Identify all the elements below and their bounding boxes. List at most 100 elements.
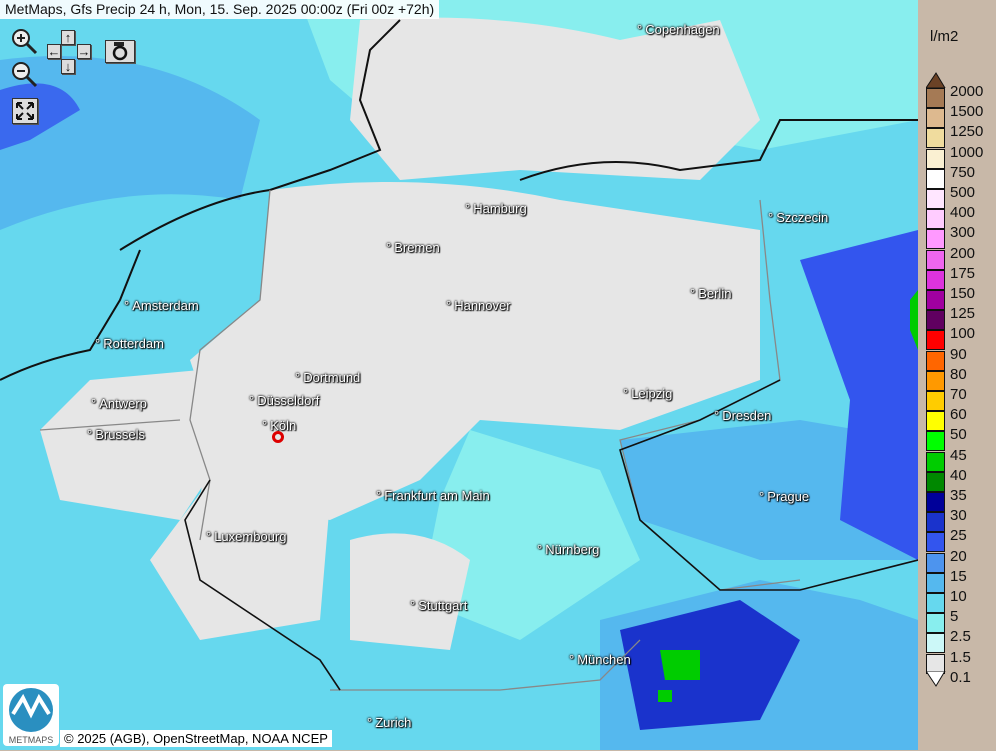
legend-swatch bbox=[926, 128, 945, 149]
city-label: Amsterdam bbox=[124, 298, 198, 313]
city-label: Düsseldorf bbox=[249, 393, 319, 408]
legend-label: 50 bbox=[950, 426, 967, 444]
legend-swatch bbox=[926, 269, 945, 290]
legend-swatch bbox=[926, 108, 945, 129]
city-label: Dresden bbox=[714, 408, 771, 423]
screenshot-button[interactable] bbox=[105, 40, 135, 63]
legend-swatch bbox=[926, 532, 945, 553]
legend-label: 2000 bbox=[950, 83, 984, 100]
city-label: Szczecin bbox=[768, 210, 828, 225]
legend-label: 125 bbox=[950, 305, 976, 323]
legend-swatch bbox=[926, 552, 945, 573]
expand-icon bbox=[16, 102, 34, 120]
legend-label: 0.1 bbox=[950, 668, 971, 686]
metmaps-logo[interactable]: METMAPS bbox=[3, 684, 59, 746]
legend-swatch bbox=[926, 613, 945, 634]
legend-label: 1.5 bbox=[950, 648, 971, 666]
camera-icon bbox=[112, 41, 128, 60]
legend-label: 100 bbox=[950, 325, 976, 343]
legend-label: 1250 bbox=[950, 123, 984, 141]
city-label: Berlin bbox=[690, 286, 731, 301]
precipitation-map[interactable] bbox=[0, 0, 918, 750]
legend-label: 15 bbox=[950, 567, 967, 585]
legend-swatch bbox=[926, 330, 945, 351]
legend-swatch bbox=[926, 451, 945, 472]
legend-label: 10 bbox=[950, 588, 967, 605]
legend-unit: l/m2 bbox=[930, 28, 959, 45]
legend-label: 30 bbox=[950, 507, 967, 525]
city-label: Leipzig bbox=[623, 386, 672, 401]
legend-swatch bbox=[926, 229, 945, 250]
legend-top-arrow bbox=[926, 72, 946, 88]
legend-label: 200 bbox=[950, 244, 976, 262]
pan-right-button[interactable]: → bbox=[77, 44, 91, 59]
legend-swatch bbox=[926, 189, 945, 209]
legend-swatch bbox=[926, 431, 945, 452]
zoom-in-button[interactable] bbox=[10, 27, 38, 55]
legend-swatch bbox=[926, 290, 945, 310]
location-marker[interactable] bbox=[272, 431, 284, 443]
svg-text:METMAPS: METMAPS bbox=[9, 735, 54, 745]
legend-swatch bbox=[926, 572, 945, 593]
legend-swatch bbox=[926, 411, 945, 432]
copyright: © 2025 (AGB), OpenStreetMap, NOAA NCEP bbox=[60, 730, 332, 747]
legend-swatch bbox=[926, 249, 945, 270]
legend-label: 35 bbox=[950, 487, 967, 504]
legend-swatch bbox=[926, 209, 945, 230]
legend-label: 60 bbox=[950, 406, 967, 424]
fullscreen-button[interactable] bbox=[12, 98, 38, 124]
city-label: Hannover bbox=[446, 298, 510, 313]
legend-bottom-arrow bbox=[926, 671, 946, 687]
city-label: Nürnberg bbox=[537, 542, 599, 557]
legend-swatch bbox=[926, 633, 945, 654]
legend-label: 5 bbox=[950, 608, 959, 626]
city-label: Dortmund bbox=[295, 370, 360, 385]
city-label: Rotterdam bbox=[95, 336, 164, 351]
pan-left-button[interactable]: ← bbox=[47, 44, 61, 59]
map-title: MetMaps, Gfs Precip 24 h, Mon, 15. Sep. … bbox=[0, 0, 440, 19]
legend-label: 40 bbox=[950, 466, 967, 484]
legend-label: 500 bbox=[950, 184, 976, 201]
city-label: Frankfurt am Main bbox=[376, 488, 489, 503]
legend-swatch bbox=[926, 492, 945, 512]
legend-swatch bbox=[926, 148, 945, 169]
legend-label: 70 bbox=[950, 386, 967, 403]
city-label: Brussels bbox=[87, 427, 145, 442]
legend-label: 300 bbox=[950, 224, 976, 242]
city-label: Copenhagen bbox=[637, 22, 719, 37]
legend-swatch bbox=[926, 471, 945, 492]
legend-swatch bbox=[926, 168, 945, 189]
legend-swatch bbox=[926, 593, 945, 613]
city-label: München bbox=[569, 652, 630, 667]
city-label: Antwerp bbox=[91, 396, 147, 411]
legend-label: 1500 bbox=[950, 103, 984, 121]
legend-label: 90 bbox=[950, 345, 967, 363]
legend-label: 1000 bbox=[950, 143, 984, 161]
legend-swatch bbox=[926, 310, 945, 331]
city-label: Stuttgart bbox=[410, 598, 467, 613]
zoom-in-icon bbox=[12, 29, 38, 55]
legend-swatch bbox=[926, 88, 945, 108]
city-label: Zurich bbox=[367, 715, 411, 730]
legend-swatch bbox=[926, 350, 945, 371]
legend-swatch bbox=[926, 370, 945, 391]
legend-swatch bbox=[926, 512, 945, 533]
legend-label: 150 bbox=[950, 285, 976, 302]
legend-label: 80 bbox=[950, 365, 967, 383]
legend-label: 20 bbox=[950, 547, 967, 565]
city-label: Luxembourg bbox=[206, 529, 286, 544]
legend-label: 25 bbox=[950, 527, 967, 545]
city-label: Köln bbox=[262, 418, 296, 433]
legend-label: 750 bbox=[950, 163, 976, 181]
pan-down-button[interactable]: ↓ bbox=[61, 59, 75, 74]
city-label: Bremen bbox=[386, 240, 440, 255]
legend-label: 175 bbox=[950, 264, 976, 282]
zoom-out-button[interactable] bbox=[10, 60, 38, 88]
legend-label: 45 bbox=[950, 446, 967, 464]
legend: l/m2 2000 1500 1250 1000 750 500 400 300 200 175 1… bbox=[918, 0, 996, 750]
pan-up-button[interactable]: ↑ bbox=[61, 30, 75, 45]
city-label: Hamburg bbox=[465, 201, 526, 216]
legend-swatch bbox=[926, 391, 945, 411]
zoom-out-icon bbox=[12, 62, 38, 88]
city-label: Prague bbox=[759, 489, 809, 504]
